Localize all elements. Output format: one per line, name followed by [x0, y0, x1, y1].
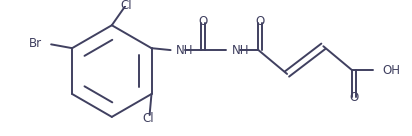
- Text: OH: OH: [383, 64, 400, 77]
- Text: O: O: [199, 15, 208, 28]
- Text: Cl: Cl: [143, 112, 154, 125]
- Text: NH: NH: [176, 44, 194, 57]
- Text: Cl: Cl: [120, 0, 132, 12]
- Text: Br: Br: [28, 37, 42, 50]
- Text: O: O: [349, 92, 358, 104]
- Text: O: O: [256, 15, 265, 28]
- Text: NH: NH: [232, 44, 249, 57]
